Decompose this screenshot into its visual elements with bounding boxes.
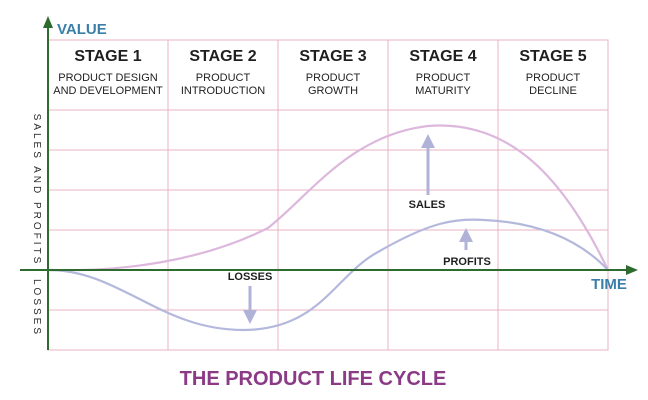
- profit-curve: [47, 218, 609, 332]
- y-side-label-upper: SALES AND PROFITS: [31, 114, 42, 267]
- stage-5-title: STAGE 5: [519, 48, 586, 65]
- stage-3-desc-line1: PRODUCT: [306, 72, 361, 84]
- y-side-label-lower: LOSSES: [31, 279, 42, 337]
- stage-2-desc-line1: PRODUCT: [196, 72, 251, 84]
- losses-arrow-head: [243, 310, 257, 324]
- stage-1-title: STAGE 1: [74, 48, 141, 65]
- diagram-title: THE PRODUCT LIFE CYCLE: [180, 368, 447, 390]
- stage-1-desc-line1: PRODUCT DESIGN: [58, 72, 157, 84]
- stage-2-title: STAGE 2: [189, 48, 256, 65]
- stage-3-title: STAGE 3: [299, 48, 366, 65]
- stage-4-title: STAGE 4: [409, 48, 476, 65]
- sales-curve: [47, 124, 609, 272]
- stage-3-desc-line2: GROWTH: [308, 85, 358, 97]
- sales-arrow-head: [421, 134, 435, 148]
- x-axis-arrowhead: [626, 265, 638, 275]
- stage-1-desc-line2: AND DEVELOPMENT: [53, 85, 163, 97]
- stage-4-desc-line1: PRODUCT: [416, 72, 471, 84]
- profits-arrow: [459, 228, 473, 250]
- sales-arrow: [421, 134, 435, 195]
- losses-label: LOSSES: [228, 271, 273, 283]
- y-axis-label: VALUE: [57, 21, 107, 38]
- stage-2-desc-line2: INTRODUCTION: [181, 85, 265, 97]
- profits-label: PROFITS: [443, 256, 491, 268]
- sales-label: SALES: [409, 199, 446, 211]
- losses-arrow: [243, 286, 257, 324]
- stage-4-desc-line2: MATURITY: [415, 85, 471, 97]
- grid: [47, 39, 609, 351]
- stage-5-desc-line1: PRODUCT: [526, 72, 581, 84]
- profits-arrow-head: [459, 228, 473, 242]
- axes: [20, 16, 638, 350]
- stage-5-desc-line2: DECLINE: [529, 85, 577, 97]
- stage-headers: STAGE 1 PRODUCT DESIGN AND DEVELOPMENT S…: [53, 48, 586, 97]
- y-axis-arrowhead: [43, 16, 53, 28]
- x-axis-label: TIME: [591, 276, 627, 293]
